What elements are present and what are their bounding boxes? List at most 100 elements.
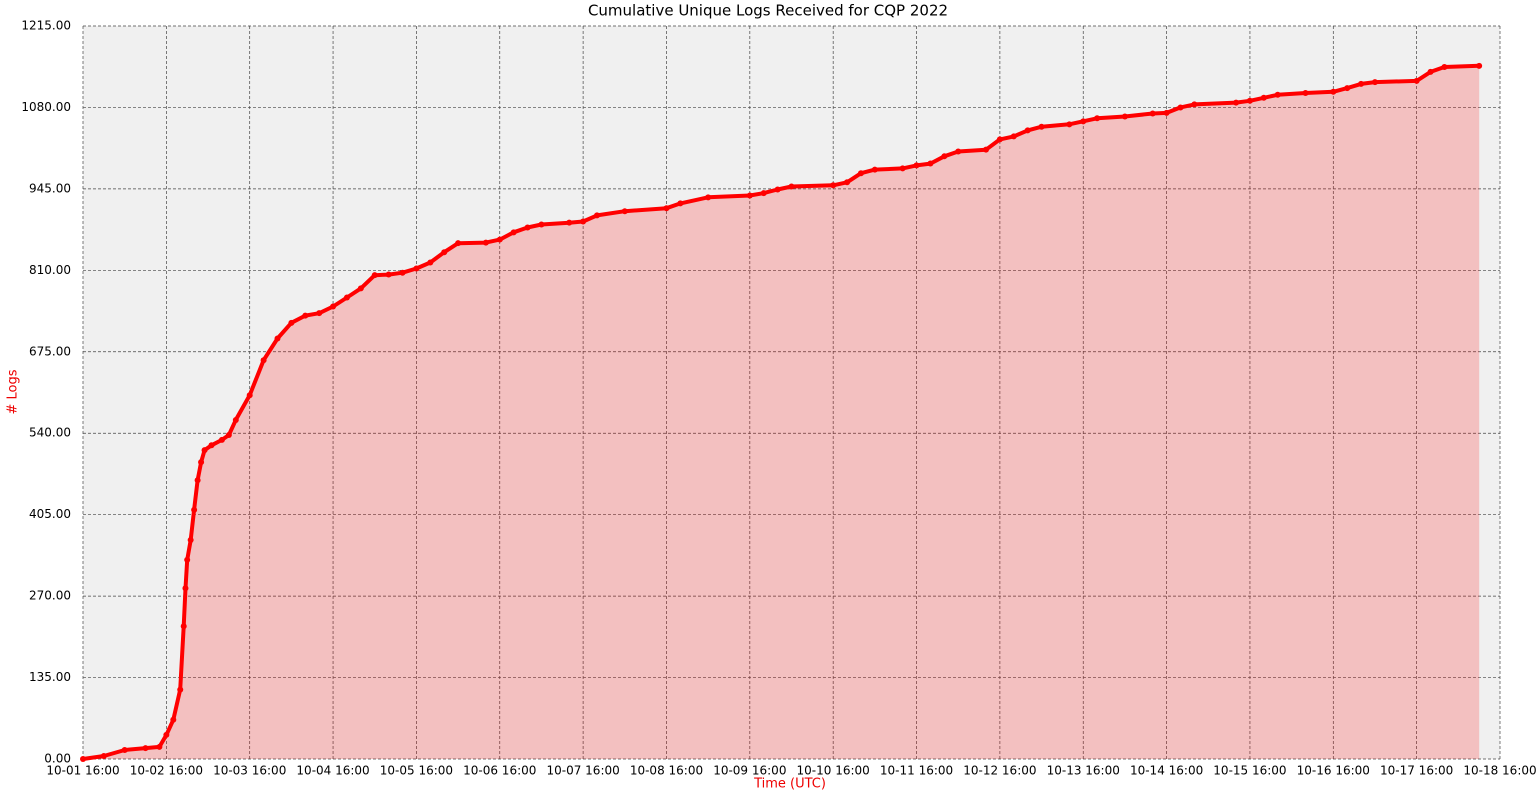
point	[302, 312, 309, 319]
point	[566, 219, 573, 226]
x-axis-title: Time (UTC)	[753, 777, 826, 792]
y-tick-label: 1215.00	[21, 19, 71, 33]
point	[677, 200, 684, 207]
point	[1024, 127, 1031, 134]
point	[496, 236, 503, 243]
point	[941, 153, 948, 160]
point	[455, 240, 462, 247]
point	[1358, 80, 1365, 87]
point	[427, 259, 434, 266]
point	[170, 716, 177, 723]
y-tick-label: 675.00	[29, 344, 71, 358]
area	[83, 65, 1480, 760]
y-tick-label: 810.00	[29, 263, 71, 277]
point	[1177, 104, 1184, 111]
point	[288, 319, 295, 326]
y-tick-label: 1080.00	[21, 100, 71, 114]
x-tick-label: 10-04 16:00	[296, 764, 369, 778]
y-tick-label: 0.00	[44, 752, 71, 766]
point	[524, 224, 531, 231]
x-tick-label: 10-06 16:00	[463, 764, 536, 778]
point	[955, 148, 962, 155]
point	[705, 194, 712, 201]
point	[1080, 118, 1087, 125]
point	[1233, 99, 1240, 106]
point	[538, 221, 545, 228]
y-tick-label: 270.00	[29, 589, 71, 603]
x-tick-label: 10-12 16:00	[963, 764, 1036, 778]
point	[1094, 115, 1101, 122]
point	[180, 623, 187, 630]
grid: 0.00 135.00 270.00 405.00 540.00 675.00 810.00…	[21, 19, 1536, 778]
point	[177, 686, 184, 693]
point	[830, 182, 837, 189]
x-tick-label: 10-15 16:00	[1213, 764, 1286, 778]
point	[1260, 94, 1267, 101]
point	[1413, 77, 1420, 84]
point	[198, 459, 205, 466]
point	[413, 265, 420, 272]
y-tick-label: 540.00	[29, 426, 71, 440]
point	[663, 205, 670, 212]
point	[580, 218, 587, 225]
point	[927, 160, 934, 167]
point	[1344, 85, 1351, 92]
point	[510, 229, 517, 236]
point	[621, 208, 628, 215]
point	[760, 190, 767, 197]
point	[100, 752, 107, 759]
point	[1330, 88, 1337, 95]
point	[1302, 89, 1309, 96]
point	[1441, 64, 1448, 71]
point	[316, 310, 323, 317]
point	[1038, 123, 1045, 130]
point	[844, 179, 851, 186]
chart-title: Cumulative Unique Logs Received for CQP …	[588, 2, 948, 20]
point	[208, 442, 215, 449]
point	[1476, 62, 1483, 69]
point	[371, 272, 378, 279]
point	[1191, 101, 1198, 108]
point	[857, 170, 864, 177]
x-tick-label: 10-09 16:00	[713, 764, 786, 778]
point	[156, 743, 163, 750]
point	[191, 506, 198, 513]
point	[1274, 91, 1281, 98]
point	[1121, 113, 1128, 120]
x-tick-label: 10-10 16:00	[797, 764, 870, 778]
point	[482, 239, 489, 246]
x-tick-label: 10-11 16:00	[880, 764, 953, 778]
point	[913, 162, 920, 169]
point	[1371, 79, 1378, 86]
point	[594, 212, 601, 219]
x-tick-label: 10-16 16:00	[1297, 764, 1370, 778]
point	[121, 746, 128, 753]
y-tick-label: 135.00	[29, 670, 71, 684]
point	[142, 745, 149, 752]
x-tick-label: 10-14 16:00	[1130, 764, 1203, 778]
x-tick-label: 10-01 16:00	[46, 764, 119, 778]
point	[330, 303, 337, 310]
point	[746, 192, 753, 199]
point	[184, 556, 191, 563]
point	[274, 335, 281, 342]
x-tick-label: 10-05 16:00	[380, 764, 453, 778]
point	[201, 447, 208, 454]
x-tick-label: 10-18 16:00	[1463, 764, 1536, 778]
point	[1163, 109, 1170, 116]
point	[357, 285, 364, 292]
point	[399, 269, 406, 276]
point	[982, 146, 989, 153]
x-tick-label: 10-13 16:00	[1047, 764, 1120, 778]
point	[1427, 68, 1434, 75]
point	[187, 537, 194, 544]
point	[232, 416, 239, 423]
point	[871, 166, 878, 173]
point	[1149, 110, 1156, 117]
point	[80, 756, 86, 762]
point	[1246, 97, 1253, 104]
x-tick-label: 10-02 16:00	[130, 764, 203, 778]
point	[246, 392, 253, 399]
x-tick-label: 10-03 16:00	[213, 764, 286, 778]
point	[899, 165, 906, 172]
